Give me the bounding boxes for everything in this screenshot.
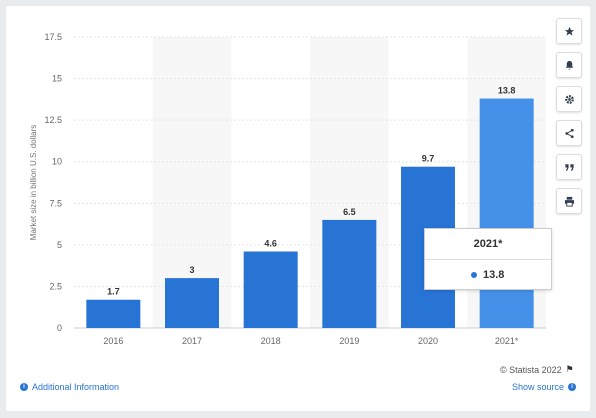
bar[interactable] [165, 278, 219, 328]
data-label: 13.8 [498, 86, 516, 96]
additional-info-label: Additional Information [32, 382, 120, 392]
tooltip-body: 13.8 [425, 260, 551, 289]
share-button[interactable] [556, 120, 582, 146]
y-tick-label: 2.5 [49, 281, 62, 291]
bar[interactable] [322, 219, 377, 328]
star-icon [564, 26, 574, 36]
cite-button[interactable] [556, 154, 582, 180]
y-tick-label: 5 [57, 240, 62, 250]
favorite-button[interactable] [556, 18, 582, 44]
show-source-label: Show source [512, 382, 565, 392]
y-tick-label: 0 [57, 323, 62, 333]
print-icon [564, 196, 574, 207]
x-tick-label: 2021* [495, 336, 519, 346]
y-axis-title: Market size in billion U.S. dollars [29, 125, 38, 241]
data-label: 6.5 [343, 207, 356, 217]
data-label: 3 [189, 265, 194, 275]
data-label: 4.6 [264, 239, 277, 249]
bar-chart: 1.7 3 4.6 6.5 9.7 13.8 0 2.5 5 7.5 10 12.5 15 17.5 2… [29, 32, 546, 346]
share-icon [564, 128, 574, 138]
x-tick-label: 2020 [418, 336, 438, 346]
y-tick-label: 12.5 [44, 115, 62, 125]
additional-info-link[interactable]: i Additional Information [20, 382, 119, 392]
show-source-link[interactable]: Show source i [512, 382, 577, 392]
data-label: 9.7 [422, 154, 435, 164]
bell-icon [565, 60, 573, 70]
quote-icon [564, 163, 574, 171]
info-icon: i [20, 383, 28, 391]
x-tick-label: 2019 [339, 336, 359, 346]
y-tick-label: 17.5 [44, 32, 62, 42]
x-tick-label: 2017 [182, 336, 202, 346]
x-tick-label: 2018 [261, 336, 281, 346]
tooltip: 2021* 13.8 [424, 228, 552, 290]
bar[interactable] [243, 251, 298, 328]
info-icon: i [568, 383, 577, 391]
bar[interactable] [479, 98, 534, 328]
tooltip-value: 13.8 [483, 268, 505, 281]
chart-card: 1.7 3 4.6 6.5 9.7 13.8 0 2.5 5 7.5 10 12.5 15 17.5 2… [6, 6, 590, 411]
flag-icon[interactable]: ⚑ [565, 364, 574, 374]
settings-button[interactable] [556, 86, 582, 112]
print-button[interactable] [556, 188, 582, 214]
y-tick-label: 15 [52, 74, 62, 84]
notification-button[interactable] [556, 52, 582, 78]
tooltip-title: 2021* [425, 229, 551, 260]
toolbar [556, 18, 582, 222]
y-tick-label: 7.5 [49, 198, 62, 208]
gear-icon [564, 94, 574, 104]
copyright-text: © Statista 2022 [500, 364, 562, 375]
data-label: 1.7 [107, 287, 120, 297]
series-dot-icon [471, 271, 477, 278]
bar[interactable] [86, 299, 141, 328]
x-tick-label: 2016 [103, 336, 123, 346]
y-tick-label: 10 [52, 157, 62, 167]
copyright: © Statista 2022 ⚑ [500, 364, 574, 375]
